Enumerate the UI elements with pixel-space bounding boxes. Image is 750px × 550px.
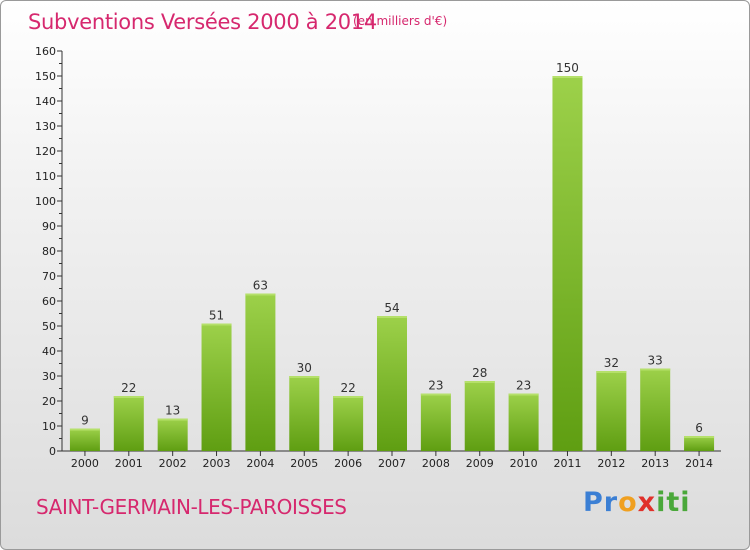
x-tick-label-2004: 2004 xyxy=(246,457,274,470)
bar-highlight xyxy=(640,368,671,371)
data-label-2001: 22 xyxy=(121,381,136,395)
commune-name: SAINT-GERMAIN-LES-PAROISSES xyxy=(36,495,347,519)
y-tick-label: 10 xyxy=(42,420,56,433)
x-tick-label-2011: 2011 xyxy=(553,457,581,470)
data-label-2005: 30 xyxy=(297,361,312,375)
y-tick-label: 150 xyxy=(35,70,56,83)
bar-2001 xyxy=(113,396,144,451)
data-label-2010: 23 xyxy=(516,379,531,393)
bar-highlight xyxy=(113,396,144,398)
bar-2010 xyxy=(508,393,539,451)
y-tick-label: 50 xyxy=(42,320,56,333)
bar-highlight xyxy=(201,323,232,326)
bar-highlight xyxy=(508,393,539,396)
x-tick-label-2013: 2013 xyxy=(641,457,669,470)
x-tick-label-2006: 2006 xyxy=(334,457,362,470)
logo-part-3: x xyxy=(637,487,657,518)
proxiti-logo: Proxiti xyxy=(583,487,691,518)
bar-highlight xyxy=(289,376,320,378)
y-tick-label: 160 xyxy=(35,45,56,58)
y-tick-label: 30 xyxy=(42,370,56,383)
logo-part-4: iti xyxy=(656,487,691,518)
bar-2009 xyxy=(464,381,495,451)
x-tick-label-2014: 2014 xyxy=(685,457,713,470)
x-tick-label-2002: 2002 xyxy=(159,457,187,470)
chart-title: Subventions Versées 2000 à 2014 xyxy=(28,10,377,34)
x-tick-label-2001: 2001 xyxy=(115,457,143,470)
x-tick-label-2000: 2000 xyxy=(71,457,99,470)
bar-highlight xyxy=(157,418,188,421)
y-tick-label: 140 xyxy=(35,95,56,108)
bar-2014 xyxy=(684,436,715,451)
bar-highlight xyxy=(420,393,451,396)
bar-2011 xyxy=(552,76,583,451)
y-tick-label: 90 xyxy=(42,220,56,233)
bar-2005 xyxy=(289,376,320,451)
data-label-2012: 32 xyxy=(604,356,619,370)
data-label-2013: 33 xyxy=(648,354,663,368)
bar-2008 xyxy=(420,393,451,451)
x-tick-label-2005: 2005 xyxy=(290,457,318,470)
bar-highlight xyxy=(245,293,276,296)
logo-part-1: Pr xyxy=(583,487,619,518)
bar-highlight xyxy=(69,428,100,431)
y-tick-label: 80 xyxy=(42,245,56,258)
x-tick-label-2008: 2008 xyxy=(422,457,450,470)
bar-2000 xyxy=(69,428,100,451)
y-tick-label: 70 xyxy=(42,270,56,283)
x-tick-label-2003: 2003 xyxy=(203,457,231,470)
x-tick-label-2012: 2012 xyxy=(597,457,625,470)
data-label-2004: 63 xyxy=(253,279,268,293)
data-label-2007: 54 xyxy=(384,301,399,315)
y-tick-label: 20 xyxy=(42,395,56,408)
data-label-2008: 23 xyxy=(428,379,443,393)
bar-highlight xyxy=(596,371,627,373)
y-tick-label: 40 xyxy=(42,345,56,358)
bar-2012 xyxy=(596,371,627,451)
data-label-2011: 150 xyxy=(556,61,579,75)
data-label-2000: 9 xyxy=(81,414,89,428)
x-tick-label-2009: 2009 xyxy=(466,457,494,470)
data-label-2006: 22 xyxy=(340,381,355,395)
x-tick-label-2007: 2007 xyxy=(378,457,406,470)
bar-highlight xyxy=(333,396,364,398)
bar-2013 xyxy=(640,368,671,451)
data-label-2014: 6 xyxy=(695,421,703,435)
data-label-2003: 51 xyxy=(209,309,224,323)
bar-highlight xyxy=(377,316,407,318)
y-tick-label: 120 xyxy=(35,145,56,158)
data-label-2009: 28 xyxy=(472,366,487,380)
y-tick-label: 110 xyxy=(35,170,56,183)
y-tick-label: 100 xyxy=(35,195,56,208)
x-tick-label-2010: 2010 xyxy=(510,457,538,470)
data-label-2002: 13 xyxy=(165,404,180,418)
bar-highlight xyxy=(464,381,495,383)
bar-2006 xyxy=(333,396,364,451)
y-tick-label: 0 xyxy=(49,445,56,458)
y-tick-label: 130 xyxy=(35,120,56,133)
logo-part-2: o xyxy=(618,487,638,518)
y-tick-label: 60 xyxy=(42,295,56,308)
bar-2003 xyxy=(201,323,232,451)
bar-2004 xyxy=(245,293,276,451)
unit-note: (en milliers d'€) xyxy=(353,14,448,28)
bar-highlight xyxy=(684,436,715,438)
bar-highlight xyxy=(552,76,583,78)
bar-2002 xyxy=(157,418,188,451)
bar-2007 xyxy=(377,316,407,451)
